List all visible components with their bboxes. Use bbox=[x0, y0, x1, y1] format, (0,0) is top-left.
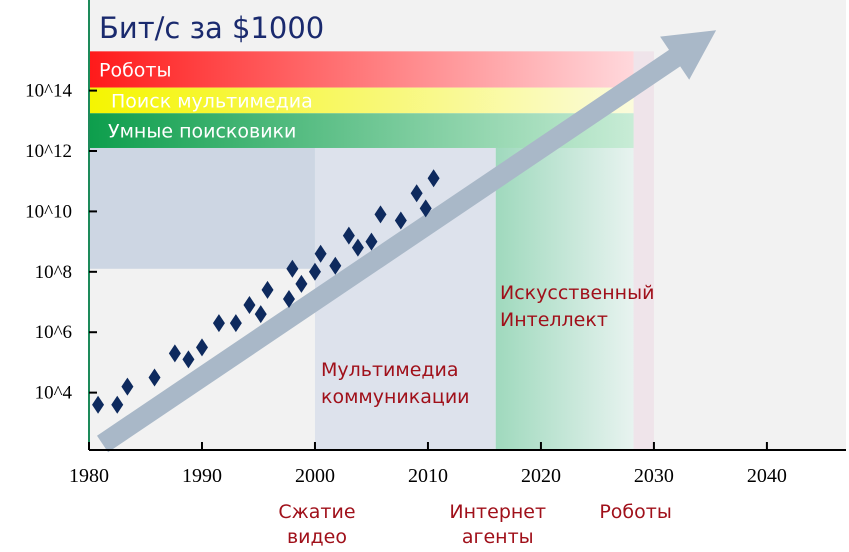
labels: Мультимедиа коммуникации Искусственный Инте… bbox=[278, 282, 671, 548]
bottom-label: Сжатие bbox=[278, 501, 355, 523]
bands: Роботы Поиск мультимедиа Умные поисковики bbox=[89, 51, 634, 148]
data-point bbox=[212, 314, 225, 333]
data-point bbox=[365, 232, 378, 251]
trend-arrow-shape bbox=[97, 30, 717, 453]
y-tick-label: 10^12 bbox=[25, 141, 72, 162]
data-point bbox=[351, 238, 364, 257]
y-tick-label: 10^8 bbox=[35, 262, 72, 283]
region-robots bbox=[633, 51, 654, 450]
data-point bbox=[427, 169, 440, 188]
x-tick-label: 2000 bbox=[295, 465, 335, 487]
data-point bbox=[111, 395, 124, 414]
x-tick-label: 2020 bbox=[521, 465, 561, 487]
data-points bbox=[92, 169, 440, 414]
region-1 bbox=[495, 147, 634, 450]
data-point bbox=[342, 226, 355, 245]
bottom-label: агенты bbox=[462, 526, 534, 548]
region-label: Мультимедиа bbox=[321, 359, 459, 381]
data-point bbox=[229, 314, 242, 333]
data-point bbox=[261, 280, 274, 299]
data-point bbox=[314, 244, 327, 263]
data-point bbox=[394, 211, 407, 230]
data-point bbox=[419, 199, 432, 218]
x-tick-label: 1990 bbox=[182, 465, 222, 487]
x-tick-label: 2040 bbox=[747, 465, 787, 487]
x-tick-label: 2010 bbox=[408, 465, 448, 487]
chart-title: Бит/с за $1000 bbox=[99, 11, 324, 45]
band-label: Умные поисковики bbox=[108, 121, 296, 143]
x-tick-label: 2030 bbox=[634, 465, 674, 487]
data-point bbox=[254, 305, 267, 324]
region-early bbox=[89, 147, 315, 269]
data-point bbox=[195, 338, 208, 357]
data-point bbox=[243, 296, 256, 315]
region-label: Интеллект bbox=[500, 309, 608, 331]
region-label: Искусственный bbox=[500, 282, 654, 304]
data-point bbox=[286, 259, 299, 278]
y-tick-label: 10^10 bbox=[25, 201, 72, 222]
band-0 bbox=[89, 51, 634, 88]
data-point bbox=[410, 184, 423, 203]
bottom-label: видео bbox=[287, 526, 347, 548]
bottom-label: Роботы bbox=[599, 501, 672, 523]
trend-arrow bbox=[97, 30, 717, 453]
data-point bbox=[148, 368, 161, 387]
data-point bbox=[295, 274, 308, 293]
y-tick-label: 10^6 bbox=[35, 322, 72, 343]
data-point bbox=[374, 205, 387, 224]
data-point bbox=[308, 262, 321, 281]
data-point bbox=[168, 344, 181, 363]
data-point bbox=[182, 350, 195, 369]
region-label: коммуникации bbox=[321, 386, 470, 408]
data-point bbox=[329, 256, 342, 275]
axes: 1980 1990 2000 2010 2020 2030 2040 10^4 10^6 10^8… bbox=[25, 0, 846, 487]
band-label: Поиск мультимедиа bbox=[111, 90, 313, 112]
y-tick-label: 10^4 bbox=[35, 383, 73, 404]
x-tick-label: 1980 bbox=[69, 465, 109, 487]
data-point bbox=[121, 377, 134, 396]
data-point bbox=[282, 289, 295, 308]
regions bbox=[89, 51, 654, 450]
y-tick-label: 10^14 bbox=[25, 81, 72, 102]
band-label: Роботы bbox=[99, 59, 172, 81]
band-1 bbox=[89, 87, 634, 114]
bottom-label: Интернет bbox=[449, 501, 546, 523]
data-point bbox=[92, 395, 105, 414]
